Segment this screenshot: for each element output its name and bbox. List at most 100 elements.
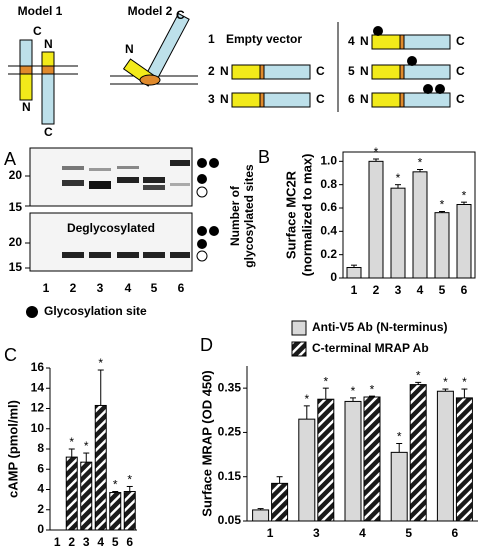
construct-number: 4: [348, 34, 355, 48]
lane-label: 5: [151, 281, 158, 295]
x-tick-label: 1: [267, 526, 274, 540]
x-tick-label: 4: [359, 526, 366, 540]
x-tick-label: 2: [373, 283, 380, 297]
y-tick-label: 10: [31, 421, 45, 435]
model-title: Model 2: [128, 4, 173, 18]
significance: *: [69, 435, 74, 449]
significance: *: [370, 382, 375, 396]
construct-number: 1: [208, 32, 215, 46]
dots-title: glycosylated sites: [242, 164, 256, 268]
glyco-dot: [435, 84, 445, 94]
bar: [94, 404, 107, 531]
y-tick-label: 1.0: [320, 154, 337, 168]
model-2-diagram: [110, 12, 198, 87]
construct-n: N: [220, 64, 229, 78]
bar: [80, 461, 93, 531]
significance: *: [127, 473, 132, 487]
construct-blue: [263, 64, 311, 80]
lane-label: 4: [125, 281, 132, 295]
x-tick-label: 4: [97, 535, 104, 548]
construct-n: N: [360, 34, 369, 48]
construct-n: N: [360, 64, 369, 78]
construct-orange: [259, 64, 265, 80]
significance: *: [323, 374, 328, 388]
construct-blue: [403, 34, 451, 50]
significance: *: [98, 356, 103, 370]
bar: [390, 451, 408, 522]
bar: [455, 397, 473, 522]
y-tick-label: 8: [37, 441, 44, 455]
construct-orange: [259, 92, 265, 108]
y-tick-label: 0.2: [320, 247, 337, 261]
significance: *: [351, 384, 356, 398]
construct-blue: [263, 92, 311, 108]
model-label: C: [44, 125, 53, 139]
x-tick-label: 6: [461, 283, 468, 297]
bar: [271, 482, 289, 522]
legend-swatch: [291, 320, 307, 336]
panel-label: A: [4, 149, 16, 169]
x-tick-label: 1: [54, 535, 61, 548]
y-tick-label: 12: [31, 401, 45, 415]
construct-blue: [403, 92, 451, 108]
bar: [412, 171, 428, 279]
construct-blue: [403, 64, 451, 80]
marker-label: 15: [9, 260, 23, 274]
marker-label: 20: [9, 168, 23, 182]
significance: *: [396, 171, 401, 185]
y-tick-label: 0.05: [218, 513, 242, 527]
significance: *: [84, 439, 89, 453]
bar: [434, 212, 450, 279]
bar: [368, 160, 384, 279]
blot-title: Deglycosylated: [67, 221, 155, 235]
x-tick-label: 6: [452, 526, 459, 540]
construct-n: N: [360, 92, 369, 106]
construct-number: 2: [208, 64, 215, 78]
y-tick-label: 2: [37, 502, 44, 516]
plot-frame: [342, 151, 476, 279]
bar: [436, 390, 454, 522]
bar: [123, 491, 136, 531]
y-tick-label: 0: [330, 270, 337, 284]
y-tick-label: 6: [37, 461, 44, 475]
marker-label: 20: [9, 235, 23, 249]
legend-label: Anti-V5 Ab (N-terminus): [312, 320, 448, 334]
x-tick-label: 3: [83, 535, 90, 548]
lane-label: 1: [43, 281, 50, 295]
construct-rows: [231, 26, 451, 108]
x-tick-label: 5: [439, 283, 446, 297]
bar: [317, 398, 335, 522]
construct-c: C: [456, 92, 465, 106]
construct-c: C: [316, 92, 325, 106]
bar: [363, 396, 381, 522]
y-tick-label: 0.25: [218, 425, 242, 439]
significance: *: [418, 156, 423, 170]
x-tick-label: 4: [417, 283, 424, 297]
model-label: N: [44, 37, 53, 51]
construct-yellow: [231, 64, 261, 80]
construct-c: C: [316, 64, 325, 78]
significance: *: [113, 478, 118, 492]
lane-label: 3: [97, 281, 104, 295]
construct-n: N: [220, 92, 229, 106]
panel-label: D: [200, 335, 213, 355]
construct-orange: [399, 34, 405, 50]
bar: [344, 400, 362, 522]
construct-yellow: [371, 64, 401, 80]
x-tick-label: 5: [405, 526, 412, 540]
construct-number: 5: [348, 64, 355, 78]
construct-number: 3: [208, 92, 215, 106]
significance: *: [462, 188, 467, 202]
y-tick-label: 0.8: [320, 177, 337, 191]
lane-label: 6: [178, 281, 185, 295]
legend-label: Glycosylation site: [44, 304, 147, 318]
glyco-dot: [373, 26, 383, 36]
significance: *: [443, 375, 448, 389]
glyco-dot: [423, 84, 433, 94]
model-1-diagram: [8, 39, 78, 125]
construct-c: C: [456, 64, 465, 78]
significance: *: [397, 430, 402, 444]
x-tick-label: 5: [112, 535, 119, 548]
bar: [409, 384, 427, 522]
model-title: Model 1: [18, 4, 63, 18]
